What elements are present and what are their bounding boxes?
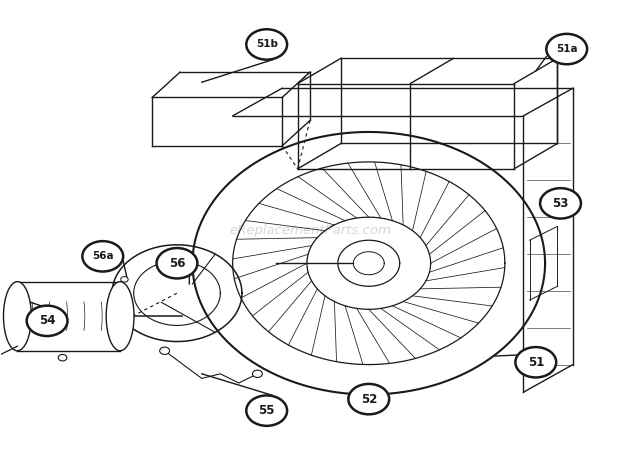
Text: 54: 54 [39, 314, 55, 327]
Text: 53: 53 [552, 197, 569, 210]
Circle shape [546, 34, 587, 64]
Text: 56a: 56a [92, 251, 113, 261]
Circle shape [515, 347, 556, 377]
Text: 56: 56 [169, 257, 185, 270]
Text: 51a: 51a [556, 44, 578, 54]
Text: 51: 51 [528, 356, 544, 369]
Circle shape [252, 370, 262, 377]
Circle shape [540, 188, 581, 219]
Circle shape [246, 29, 287, 60]
Circle shape [27, 306, 68, 336]
Circle shape [348, 384, 389, 414]
Circle shape [121, 277, 128, 282]
Text: eReplacementParts.com: eReplacementParts.com [229, 225, 391, 237]
Text: 52: 52 [361, 393, 377, 406]
Circle shape [157, 248, 197, 279]
Circle shape [246, 395, 287, 426]
Text: 51b: 51b [255, 39, 278, 49]
Ellipse shape [106, 282, 134, 351]
Text: 55: 55 [259, 404, 275, 417]
Ellipse shape [4, 282, 32, 351]
Circle shape [160, 347, 170, 354]
Circle shape [82, 241, 123, 272]
Circle shape [58, 354, 67, 361]
